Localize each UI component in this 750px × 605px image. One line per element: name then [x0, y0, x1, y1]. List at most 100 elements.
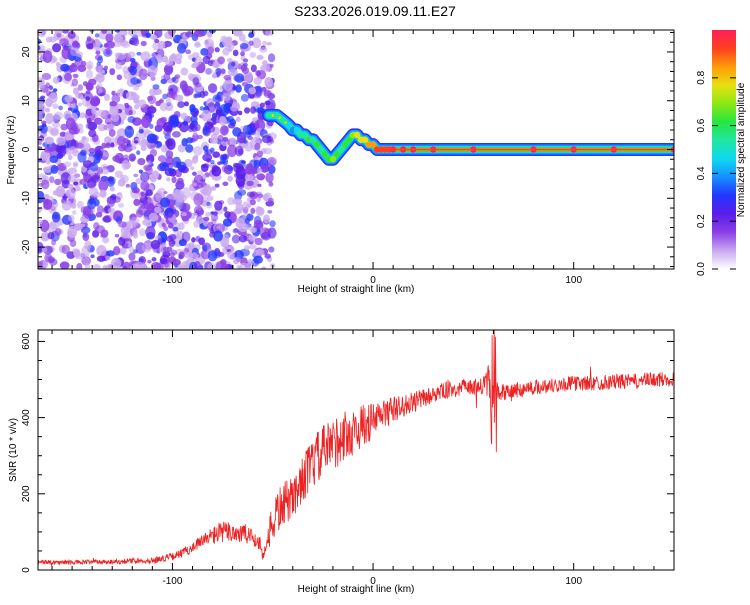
noise-blob: [267, 197, 274, 203]
noise-blob: [253, 91, 262, 99]
noise-blob: [262, 40, 267, 46]
noise-blob: [103, 65, 109, 71]
noise-blob: [238, 234, 248, 243]
noise-blob: [42, 50, 53, 63]
noise-blob: [77, 102, 83, 107]
snr-xtick-label: 0: [370, 576, 376, 587]
noise-blob: [146, 160, 152, 166]
noise-blob: [217, 134, 224, 143]
noise-blob: [121, 159, 130, 170]
noise-blob: [72, 73, 79, 79]
noise-blob: [76, 262, 83, 269]
noise-blob: [253, 249, 260, 257]
noise-blob: [267, 210, 273, 214]
noise-blob: [192, 131, 198, 136]
noise-blob: [47, 232, 55, 240]
noise-blob: [52, 88, 58, 93]
noise-blob: [255, 70, 262, 77]
noise-blob: [229, 137, 237, 147]
spectrogram-ytick-label: -10: [21, 191, 32, 206]
noise-blob: [40, 151, 48, 160]
noise-blob: [138, 169, 144, 174]
noise-blob: [140, 171, 150, 182]
noise-blob: [250, 64, 257, 73]
colorbar-bar: [712, 30, 736, 269]
noise-blob: [242, 201, 251, 210]
noise-blob: [256, 173, 266, 181]
noise-blob: [165, 139, 174, 147]
spectrogram-xtick-label: 100: [565, 275, 582, 286]
noise-blob: [239, 43, 249, 50]
noise-blob: [112, 155, 121, 162]
noise-blob: [144, 212, 150, 218]
trace-point: [309, 136, 317, 143]
noise-blob: [162, 246, 169, 252]
noise-blob: [109, 68, 116, 76]
noise-blob: [224, 41, 235, 51]
noise-blob: [120, 226, 130, 236]
noise-blob: [102, 215, 112, 223]
colorbar-label: Normalized spectral amplitude: [736, 82, 747, 217]
noise-blob: [169, 34, 176, 40]
noise-blob: [189, 104, 196, 113]
noise-blob: [90, 174, 101, 183]
noise-blob: [261, 65, 267, 71]
noise-blob: [54, 178, 62, 186]
noise-blob: [222, 136, 229, 142]
noise-blob: [268, 181, 274, 187]
noise-blob: [177, 42, 187, 54]
noise-blob: [138, 228, 147, 237]
noise-blob: [194, 92, 202, 98]
noise-blob: [197, 134, 203, 140]
noise-blob: [227, 197, 235, 206]
noise-blob: [150, 239, 161, 250]
noise-blob: [263, 89, 272, 98]
colorbar-tick-label: 0.6: [696, 118, 707, 132]
noise-blob: [185, 137, 194, 144]
noise-blob: [96, 244, 107, 257]
noise-blob: [234, 208, 243, 215]
noise-blob: [262, 60, 268, 66]
noise-blob: [51, 211, 61, 223]
noise-blob: [192, 111, 199, 118]
noise-blob: [230, 61, 236, 67]
spectrogram-ytick-label: 20: [21, 46, 32, 58]
noise-blob: [192, 171, 197, 176]
noise-blob: [174, 94, 184, 102]
noise-blob: [82, 232, 90, 242]
noise-blob: [95, 211, 103, 218]
noise-blob: [90, 254, 95, 259]
noise-blob: [143, 164, 152, 171]
noise-blob: [86, 43, 94, 50]
noise-blob: [185, 31, 194, 38]
noise-blob: [54, 188, 65, 197]
noise-blob: [256, 54, 264, 61]
noise-blob: [61, 30, 69, 34]
noise-blob: [211, 73, 217, 79]
noise-blob: [136, 79, 142, 84]
noise-blob: [38, 45, 41, 51]
colorbar-tick-label: 0.8: [696, 70, 707, 84]
noise-blob: [248, 234, 257, 242]
noise-blob: [67, 183, 74, 190]
noise-blob: [40, 124, 48, 134]
noise-blob: [138, 129, 144, 134]
noise-blob: [212, 151, 221, 158]
noise-blob: [60, 63, 70, 72]
noise-blob: [257, 193, 264, 199]
noise-blob: [247, 259, 254, 265]
noise-blob: [88, 129, 97, 138]
noise-blob: [158, 99, 164, 104]
noise-blob: [117, 202, 124, 208]
noise-blob: [114, 33, 124, 43]
noise-blob: [135, 94, 140, 100]
noise-blob: [80, 223, 85, 228]
noise-blob: [42, 198, 49, 206]
noise-blob: [168, 239, 176, 247]
spectrogram-ytick-label: -20: [21, 239, 32, 254]
noise-blob: [88, 152, 95, 158]
noise-blob: [117, 221, 127, 228]
noise-blob: [250, 207, 256, 215]
